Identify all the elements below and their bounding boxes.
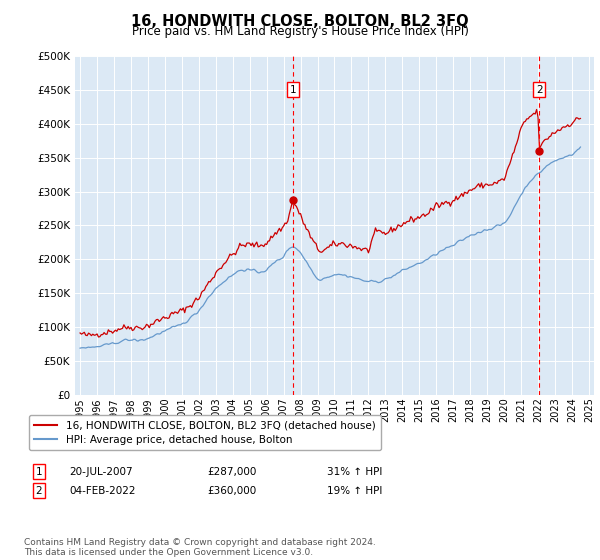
Legend: 16, HONDWITH CLOSE, BOLTON, BL2 3FQ (detached house), HPI: Average price, detach: 16, HONDWITH CLOSE, BOLTON, BL2 3FQ (det… — [29, 415, 380, 450]
Text: Price paid vs. HM Land Registry's House Price Index (HPI): Price paid vs. HM Land Registry's House … — [131, 25, 469, 38]
Text: 20-JUL-2007: 20-JUL-2007 — [69, 466, 133, 477]
Text: 2: 2 — [536, 85, 542, 95]
Text: 31% ↑ HPI: 31% ↑ HPI — [327, 466, 382, 477]
Text: 19% ↑ HPI: 19% ↑ HPI — [327, 486, 382, 496]
Text: 04-FEB-2022: 04-FEB-2022 — [69, 486, 136, 496]
Text: 1: 1 — [35, 466, 43, 477]
Text: 1: 1 — [289, 85, 296, 95]
Text: 2: 2 — [35, 486, 43, 496]
Text: 16, HONDWITH CLOSE, BOLTON, BL2 3FQ: 16, HONDWITH CLOSE, BOLTON, BL2 3FQ — [131, 14, 469, 29]
Text: £360,000: £360,000 — [207, 486, 256, 496]
Text: Contains HM Land Registry data © Crown copyright and database right 2024.
This d: Contains HM Land Registry data © Crown c… — [24, 538, 376, 557]
Text: £287,000: £287,000 — [207, 466, 256, 477]
